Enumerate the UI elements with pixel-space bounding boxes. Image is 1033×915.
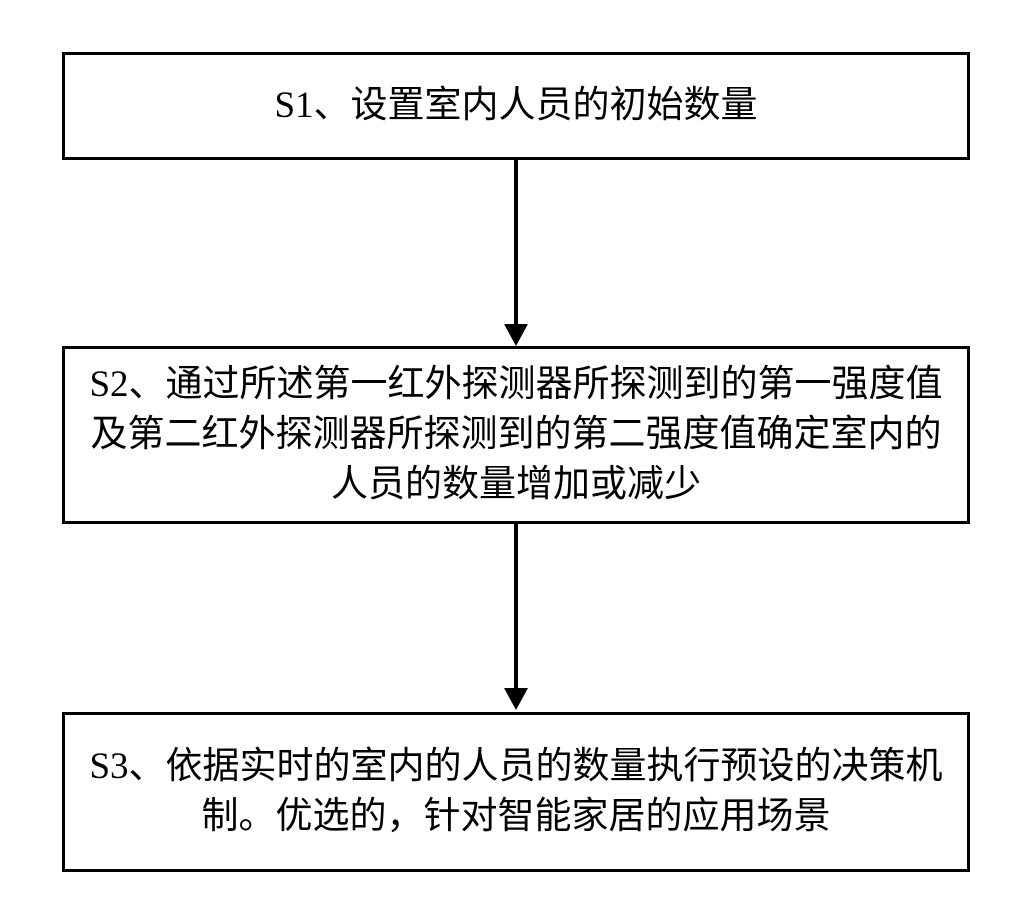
- flowchart-canvas: S1、设置室内人员的初始数量 S2、通过所述第一红外探测器所探测到的第一强度值及…: [0, 0, 1033, 915]
- flow-node-s2: S2、通过所述第一红外探测器所探测到的第一强度值及第二红外探测器所探测到的第二强…: [62, 346, 970, 524]
- flow-node-s3-text: S3、依据实时的室内的人员的数量执行预设的决策机制。优选的，针对智能家居的应用场…: [85, 742, 947, 842]
- flow-node-s1-text: S1、设置室内人员的初始数量: [85, 81, 947, 131]
- flow-edge-s1-s2-head: [504, 324, 528, 346]
- flow-edge-s1-s2-line: [514, 160, 518, 326]
- flow-node-s1: S1、设置室内人员的初始数量: [62, 52, 970, 160]
- flow-edge-s2-s3-head: [504, 688, 528, 710]
- flow-node-s3: S3、依据实时的室内的人员的数量执行预设的决策机制。优选的，针对智能家居的应用场…: [62, 712, 970, 872]
- flow-edge-s2-s3-line: [514, 524, 518, 690]
- flow-node-s2-text: S2、通过所述第一红外探测器所探测到的第一强度值及第二红外探测器所探测到的第二强…: [85, 360, 947, 510]
